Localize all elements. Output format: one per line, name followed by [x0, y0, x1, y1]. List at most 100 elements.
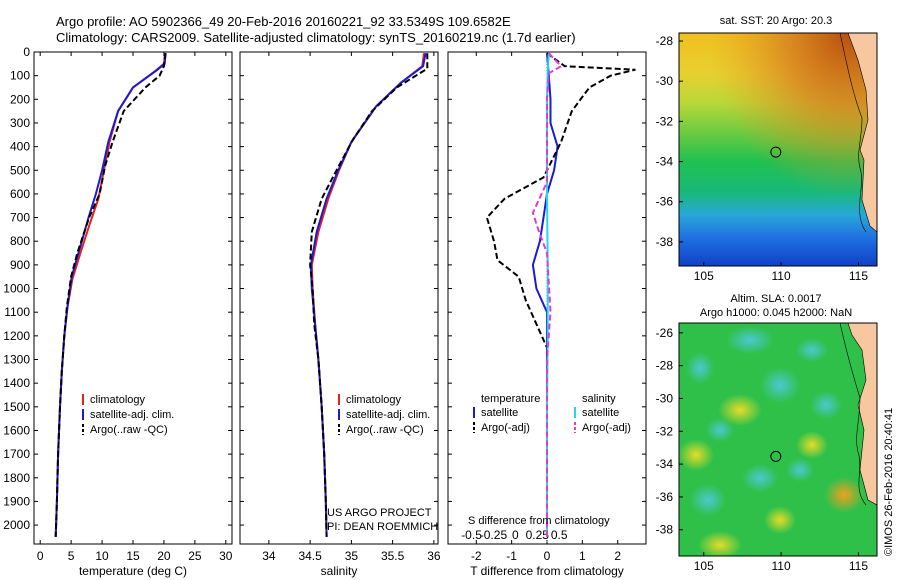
project-annotation: US ARGO PROJECT — [327, 507, 432, 519]
series-s-satellite — [546, 53, 550, 537]
sla-map-title-line2: Argo h1000: 0.045 h2000: NaN — [700, 307, 852, 319]
lon-tick-label: 110 — [772, 559, 791, 573]
sla-high-eddy — [698, 531, 742, 556]
depth-tick-label: 1400 — [3, 376, 30, 390]
legend-satellite: satellite-adj. clim. — [90, 409, 174, 421]
depth-tick-label: 2000 — [3, 518, 30, 532]
pi-annotation: PI: DEAN ROEMMICH — [327, 521, 438, 533]
lat-tick-label: -32 — [656, 424, 674, 438]
x-tick-label: 34 — [262, 549, 276, 563]
x-tick-label: -2 — [471, 549, 482, 563]
series-argo-raw-qc- — [54, 53, 167, 537]
sla-high-eddy — [824, 477, 864, 513]
lat-tick-label: -38 — [656, 235, 674, 249]
sst-map-axes: 105 110 115 -28 -30 -32 -34 -36 -38 — [656, 34, 869, 283]
x-tick-label: 0 — [544, 549, 551, 563]
temperature-panel-frame — [33, 51, 233, 545]
depth-tick-label: 100 — [10, 69, 30, 83]
temperature-plot: 0 5 10 15 20 25 30 — [34, 51, 233, 563]
difference-legend: temperature salinity satellite Argo(-adj… — [468, 393, 631, 527]
figure-title-line2: Climatology: CARS2009. Satellite-adjuste… — [56, 30, 576, 45]
depth-tick-label: 800 — [10, 234, 30, 248]
depth-tick-label: 1200 — [3, 329, 30, 343]
sla-low-eddy — [686, 352, 714, 384]
sla-map-frame — [678, 322, 878, 557]
lon-tick-label: 115 — [849, 559, 868, 573]
land-mask — [847, 323, 877, 506]
sla-map: 105 110 115 -26 -28 -30 -32 -34 -36 -38 — [656, 322, 878, 573]
depth-tick-label: 1500 — [3, 400, 30, 414]
legend-s-satellite: satellite — [582, 407, 619, 419]
x-tick-label: 10 — [95, 549, 109, 563]
depth-tick-label: 0 — [23, 45, 30, 59]
lat-tick-label: -28 — [656, 34, 674, 48]
sla-high-eddy — [718, 394, 762, 426]
salinity-difference-axis-label: S difference from climatology — [468, 515, 610, 527]
imos-timestamp: ©IMOS 26-Feb-2016 20:40:41 — [883, 408, 895, 556]
lat-tick-label: -30 — [656, 74, 674, 88]
sst-warm-water — [679, 33, 877, 266]
sla-low-eddy — [726, 326, 774, 354]
series-satellite-adj-clim- — [309, 53, 427, 537]
series-s-argo-adj- — [531, 52, 563, 537]
lat-tick-label: -34 — [656, 457, 674, 471]
depth-tick-label: 1100 — [4, 305, 30, 319]
salinity-axis-label: salinity — [321, 564, 358, 578]
lat-tick-label: -34 — [656, 155, 674, 169]
argo-float-marker — [770, 450, 782, 462]
series-argo-raw-qc- — [309, 53, 429, 537]
lon-tick-label: 105 — [694, 269, 714, 283]
depth-tick-label: 1800 — [3, 471, 30, 485]
sla-low-eddy — [742, 464, 778, 492]
legend-t-satellite: satellite — [481, 407, 518, 419]
x-tick-label: 30 — [219, 549, 233, 563]
sla-high-eddy — [796, 431, 828, 459]
sst-map-frame — [678, 32, 878, 267]
legend-argo: Argo(..raw -QC) — [346, 424, 424, 436]
sst-map: 105 110 115 -28 -30 -32 -34 -36 -38 — [656, 32, 878, 283]
sst-map-title: sat. SST: 20 Argo: 20.3 — [720, 15, 833, 27]
legend-temperature-header: temperature — [481, 393, 540, 405]
lon-tick-label: 115 — [849, 269, 868, 283]
x-tick-label: 2 — [614, 549, 621, 563]
x-tick-label: 35 — [345, 549, 359, 563]
lat-tick-label: -26 — [656, 326, 674, 340]
s-tick-label: 0.25 — [526, 528, 550, 542]
depth-tick-label: 600 — [10, 187, 30, 201]
legend-climatology: climatology — [346, 394, 402, 406]
sla-high-eddy — [764, 506, 796, 534]
depth-tick-label: 700 — [10, 211, 30, 225]
x-tick-label: 5 — [68, 549, 75, 563]
legend-satellite: satellite-adj. clim. — [346, 409, 430, 421]
legend-t-argo: Argo(-adj) — [481, 422, 530, 434]
depth-tick-label: 1900 — [3, 494, 30, 508]
sla-low-eddy — [786, 458, 814, 482]
difference-axis-label: T difference from climatology — [470, 564, 624, 578]
figure-title-line1: Argo profile: AO 5902366_49 20-Feb-2016 … — [56, 14, 511, 29]
lon-tick-label: 110 — [772, 269, 791, 283]
x-tick-label: 15 — [126, 549, 140, 563]
lat-tick-label: -38 — [656, 523, 674, 537]
x-tick-label: 34.5 — [298, 549, 322, 563]
depth-tick-label: 1600 — [3, 423, 30, 437]
lat-tick-label: -32 — [656, 114, 674, 128]
sla-high-eddy — [679, 439, 714, 471]
lat-tick-label: -36 — [656, 490, 674, 504]
sla-low-eddy — [810, 391, 842, 419]
sla-map-axes: 105 110 115 -26 -28 -30 -32 -34 -36 -38 — [656, 326, 869, 573]
legend-s-argo: Argo(-adj) — [582, 422, 631, 434]
bathymetry-contour — [839, 323, 867, 506]
lat-tick-label: -28 — [656, 359, 674, 373]
difference-plot: -2 -1 0 1 2 -0.5-0.25 0 0.25 0.5 — [448, 51, 646, 563]
sla-map-title-line1: Altim. SLA: 0.0017 — [730, 293, 821, 305]
x-tick-label: 1 — [579, 549, 586, 563]
lat-tick-label: -30 — [656, 391, 674, 405]
s-tick-label: 0 — [512, 528, 519, 542]
legend-argo: Argo(..raw -QC) — [90, 424, 168, 436]
temperature-axis-label: temperature (deg C) — [79, 564, 187, 578]
depth-tick-label: 1000 — [3, 282, 30, 296]
sla-low-eddy — [760, 367, 800, 403]
sla-low-eddy — [706, 418, 734, 442]
s-tick-label: -0.5 — [461, 528, 482, 542]
